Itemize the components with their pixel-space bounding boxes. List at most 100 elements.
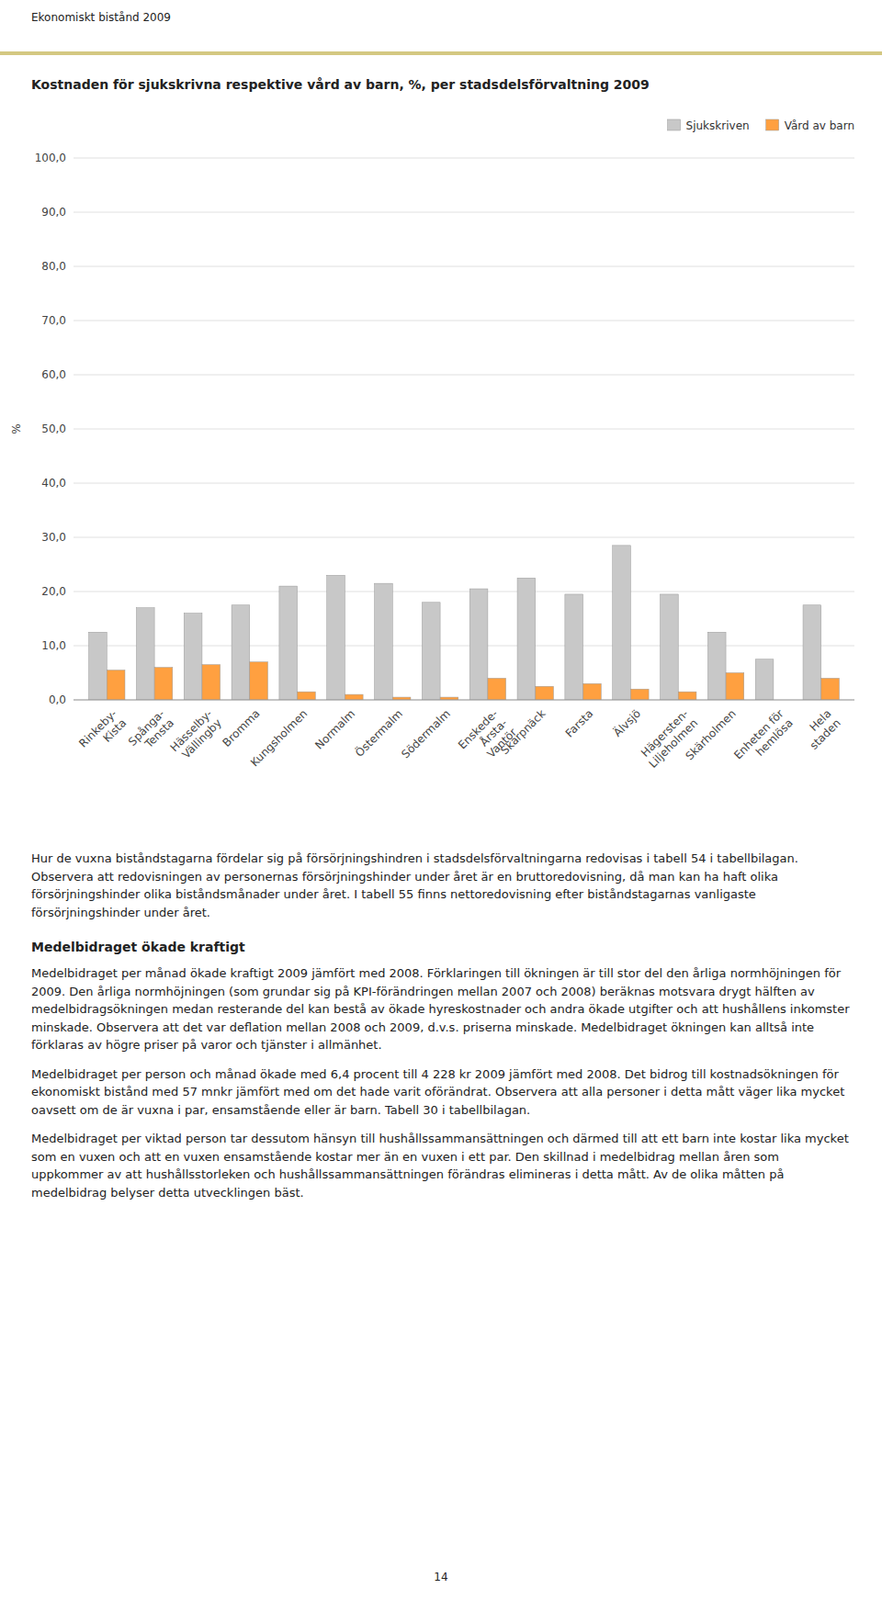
series [89, 545, 822, 701]
x-tick-label: Skärholmen [682, 707, 738, 763]
bar [231, 605, 250, 701]
y-tick-label: 10,0 [41, 639, 67, 653]
x-tick-label-line: Södermalm [398, 707, 453, 762]
bar [183, 613, 203, 701]
x-tick-label-line: Kista [100, 716, 129, 746]
x-tick-label-line: Kungsholmen [248, 707, 310, 769]
x-tick-label-line: hemlösa [753, 716, 796, 759]
y-tick-label: 100,0 [34, 151, 67, 165]
y-tick-label: 30,0 [41, 531, 67, 544]
legend-swatch [766, 119, 780, 131]
bar [707, 632, 726, 701]
x-tick-label-line: Normalm [312, 707, 358, 753]
y-tick-label: 40,0 [41, 476, 67, 490]
grid-line [73, 429, 855, 430]
bar [612, 545, 632, 701]
grid-line [73, 212, 855, 214]
y-axis: 0,0 10,0 20,0 30,0 40,0 50,0 60,0 70,0 80,0 90,0 1… [34, 151, 855, 707]
legend: Vård av barn Sjukskriven [667, 119, 855, 133]
x-tick-label-line: Skärholmen [682, 707, 738, 763]
legend-item: Vård av barn [766, 119, 855, 133]
grid-line [73, 266, 855, 268]
bar [421, 602, 441, 701]
bar [630, 689, 649, 701]
x-tick-label: Normalm [312, 707, 358, 753]
grid-line [73, 320, 855, 322]
x-tick-label: Rinkeby-Kista [76, 707, 129, 760]
x-tick-label-line: Vällingby [179, 716, 224, 761]
bar [660, 594, 679, 701]
grid-line [73, 374, 855, 376]
bar [344, 694, 363, 701]
x-tick-label-line: staden [807, 716, 844, 753]
x-tick-label: Enheten förhemlösa [731, 707, 796, 772]
chart-title: Kostnaden för sjukskrivna respektive vår… [31, 77, 650, 92]
bar [755, 659, 774, 701]
x-tick-label: Farsta [563, 707, 597, 741]
body-text: Hur de vuxna biståndstagarna fördelar si… [31, 849, 851, 1213]
bar [202, 665, 221, 701]
x-tick-label: Södermalm [398, 707, 453, 762]
x-tick-label: Älvsjö [610, 706, 644, 740]
legend-swatch [667, 119, 681, 131]
bar [279, 586, 298, 701]
x-tick-label: Östermalm [351, 705, 406, 759]
grid-line [73, 483, 855, 485]
chart: 0,0 10,0 20,0 30,0 40,0 50,0 60,0 70,0 80,0 90,0 1… [0, 102, 882, 838]
legend-label: Sjukskriven [686, 119, 750, 133]
paragraph: Medelbidraget per person och månad ökade… [31, 1065, 851, 1120]
x-tick-label-line: Skarpnäck [497, 707, 548, 758]
bar [89, 632, 108, 701]
y-tick-label: 50,0 [41, 422, 67, 436]
x-tick-label: Spånga-Tensta [125, 707, 177, 758]
grid-line [73, 537, 855, 539]
bar [297, 691, 317, 701]
bar [469, 588, 488, 701]
paragraph: Medelbidraget per viktad person tar dess… [31, 1130, 851, 1202]
series [106, 662, 839, 701]
bar [135, 608, 155, 701]
bar [154, 667, 173, 701]
grid-line [73, 700, 855, 702]
legend-item: Sjukskriven [667, 119, 750, 133]
header-rule [0, 51, 882, 56]
x-tick-label-line: Östermalm [351, 705, 406, 759]
x-tick-label: Helastaden [798, 707, 844, 753]
y-tick-label: 90,0 [41, 205, 67, 219]
bar [821, 678, 840, 701]
bar [487, 678, 507, 701]
x-tick-label: Kungsholmen [248, 707, 310, 769]
paragraph: Medelbidraget per månad ökade kraftigt 2… [31, 964, 851, 1055]
x-tick-label-line: Älvsjö [610, 706, 644, 740]
bar [802, 605, 822, 701]
bar [535, 686, 555, 701]
page-header: Ekonomiskt bistånd 2009 [31, 11, 171, 24]
bar [374, 583, 394, 701]
bar [249, 662, 269, 701]
y-tick-label: 70,0 [41, 314, 67, 328]
bar [678, 691, 697, 701]
y-tick-label: 0,0 [48, 693, 67, 707]
y-tick-label: 60,0 [41, 368, 67, 382]
bar [565, 594, 584, 701]
section-heading: Medelbidraget ökade kraftigt [31, 938, 851, 958]
x-axis: Rinkeby-KistaSpånga-TenstaHässelby-Välli… [76, 705, 843, 771]
legend-label: Vård av barn [784, 119, 855, 133]
y-tick-label: 80,0 [41, 260, 67, 273]
bars [89, 545, 840, 701]
x-tick-label-line: Bromma [220, 707, 263, 750]
x-tick-label: Skarpnäck [497, 707, 548, 758]
paragraph: Hur de vuxna biståndstagarna fördelar si… [31, 849, 851, 922]
page-number: 14 [0, 1571, 882, 1584]
y-tick-label: 20,0 [41, 585, 67, 599]
bar [327, 575, 346, 701]
bar [725, 673, 745, 702]
x-tick-label-line: Farsta [563, 707, 597, 741]
bar [106, 670, 125, 701]
bar [583, 683, 602, 701]
x-tick-label: Bromma [220, 707, 263, 750]
grid-line [73, 591, 855, 593]
bar [517, 577, 536, 701]
x-axis-line [73, 700, 855, 702]
x-tick-label: Hässelby-Vällingby [167, 707, 224, 764]
